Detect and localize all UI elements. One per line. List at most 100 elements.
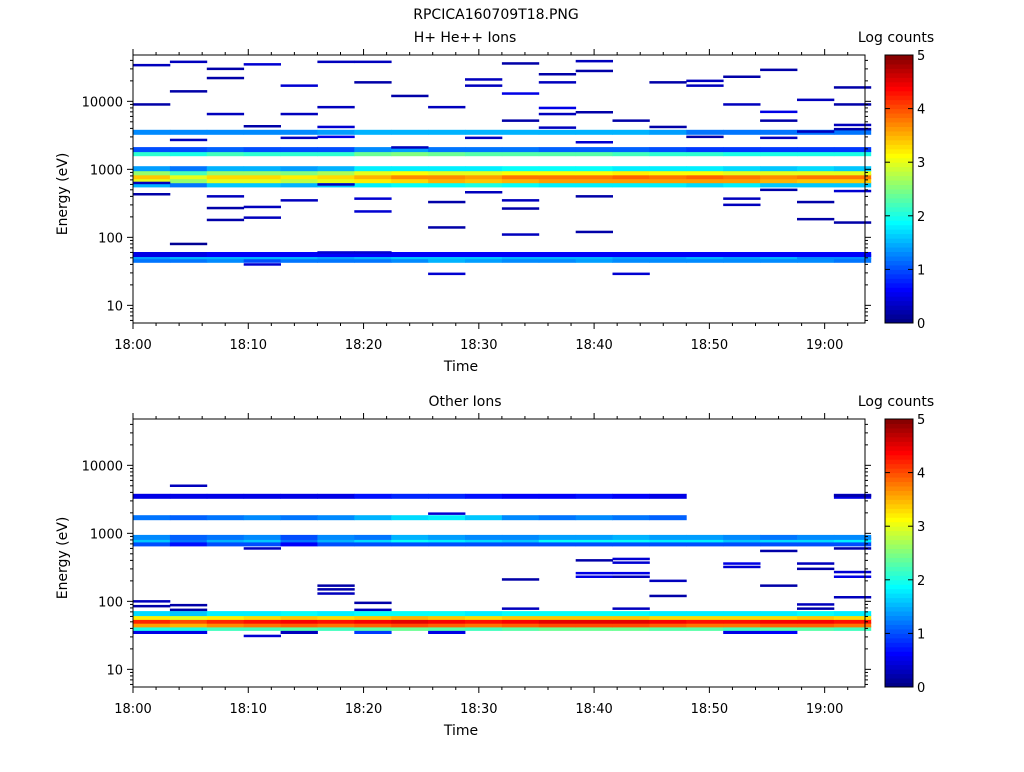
heatmap-cell — [243, 541, 281, 547]
heatmap-cell-sparse — [354, 601, 392, 605]
heatmap-cell-sparse — [760, 110, 798, 114]
heatmap-cell — [612, 614, 650, 620]
heatmap-cell — [760, 147, 798, 153]
colorbar-segment — [885, 242, 913, 248]
heatmap-cell — [686, 622, 724, 628]
colorbar-segment — [885, 419, 913, 424]
colorbar-segment — [885, 193, 913, 199]
heatmap-cell-sparse — [833, 575, 872, 578]
colorbar-segment — [885, 579, 913, 585]
heatmap-cell-sparse — [833, 494, 872, 497]
heatmap-cell — [833, 611, 872, 617]
heatmap-cell — [612, 166, 650, 172]
figure-title: RPCICA160709T18.PNG — [413, 7, 578, 23]
heatmap-cell — [206, 611, 245, 617]
heatmap-cell-sparse — [833, 86, 872, 89]
heatmap-cell — [649, 614, 687, 620]
heatmap-cell — [391, 622, 429, 628]
colorbar-segment — [885, 278, 913, 284]
heatmap-cell — [833, 174, 872, 180]
heatmap-cell — [760, 629, 798, 634]
heatmap-cell — [723, 182, 761, 188]
colorbar-segment — [885, 620, 913, 625]
heatmap-cell — [612, 252, 650, 257]
heatmap-cell — [575, 541, 613, 547]
heatmap-cell — [243, 166, 281, 172]
y-tick-label: 100 — [98, 231, 123, 246]
heatmap-cell — [133, 178, 171, 184]
heatmap-cell-sparse — [501, 233, 540, 236]
heatmap-cell-sparse — [133, 193, 171, 196]
heatmap-cell — [391, 257, 429, 263]
heatmap-cell-sparse — [612, 272, 650, 276]
heatmap-cell — [575, 147, 613, 153]
heatmap-cell — [354, 178, 392, 184]
heatmap-cell — [133, 252, 171, 257]
heatmap-cell — [243, 174, 281, 180]
heatmap-cell — [501, 178, 540, 184]
heatmap-cell — [686, 625, 724, 631]
colorbar-segment — [885, 139, 913, 145]
heatmap-cell — [317, 174, 355, 180]
heatmap-cell — [428, 614, 466, 620]
colorbar-segment — [885, 673, 913, 679]
heatmap-cell — [317, 618, 355, 624]
heatmap-cell — [243, 614, 281, 620]
colorbar-tick-label: 3 — [917, 156, 925, 171]
heatmap-cell — [760, 257, 798, 263]
heatmap-cell — [169, 182, 208, 188]
heatmap-cell-sparse — [317, 251, 355, 254]
heatmap-cell — [280, 534, 318, 540]
heatmap-cell-sparse — [612, 557, 650, 561]
heatmap-cell — [649, 166, 687, 172]
y-axis: 10 100 1000 10000 — [82, 423, 871, 685]
heatmap-cell — [169, 178, 208, 184]
heatmap-cell — [538, 541, 577, 547]
colorbar-tick-label: 4 — [917, 467, 925, 482]
heatmap-cell — [612, 541, 650, 547]
heatmap-cell — [206, 625, 245, 631]
heatmap-cell — [538, 622, 577, 628]
heatmap-cell — [538, 515, 577, 521]
heatmap-cell — [317, 534, 355, 540]
heatmap-cell-sparse — [612, 607, 650, 610]
colorbar-tick-label: 2 — [917, 574, 925, 589]
heatmap-cell — [465, 182, 503, 188]
heatmap-cell — [649, 170, 687, 176]
heatmap-cell — [243, 622, 281, 628]
heatmap-cell — [501, 493, 540, 499]
heatmap-cell — [833, 166, 872, 172]
heatmap-cell — [797, 614, 835, 620]
heatmap-cell — [169, 129, 208, 135]
heatmap-cell — [649, 147, 687, 153]
heatmap-cell — [206, 622, 245, 628]
heatmap-cell — [317, 147, 355, 153]
heatmap-cell — [723, 534, 761, 540]
heatmap-cell — [465, 257, 503, 263]
heatmap-cell — [206, 257, 245, 263]
heatmap-cell — [538, 611, 577, 617]
y-tick-label: 10000 — [82, 95, 123, 110]
heatmap-cell — [797, 622, 835, 628]
heatmap-cell — [133, 182, 171, 188]
heatmap-cell — [797, 534, 835, 540]
colorbar-segment — [885, 526, 913, 532]
heatmap-cell — [538, 257, 577, 263]
heatmap-cell — [538, 493, 577, 499]
x-tick-label: 18:30 — [460, 338, 497, 353]
heatmap-cell-sparse — [354, 197, 392, 200]
heatmap-cell — [797, 166, 835, 172]
colorbar-segment — [885, 148, 913, 154]
heatmap-cell — [501, 151, 540, 157]
colorbar-segment — [885, 494, 913, 500]
colorbar-segment — [885, 220, 913, 226]
heatmap-cell — [612, 147, 650, 153]
heatmap-cell — [133, 151, 171, 157]
heatmap-cell — [723, 129, 761, 135]
heatmap-cell — [797, 625, 835, 631]
heatmap-cell — [354, 622, 392, 628]
heatmap-cell — [243, 625, 281, 631]
colorbar-label: Log counts — [858, 30, 934, 46]
heatmap-cell — [206, 129, 245, 135]
heatmap-cell — [428, 170, 466, 176]
